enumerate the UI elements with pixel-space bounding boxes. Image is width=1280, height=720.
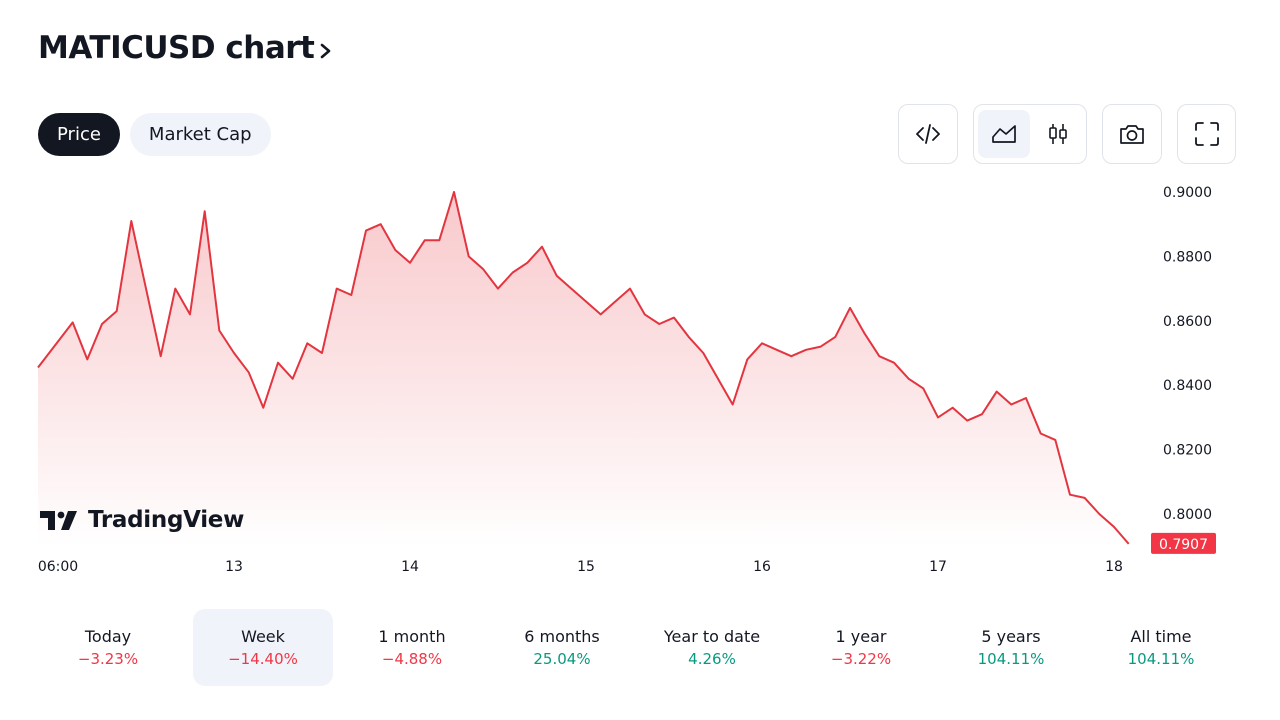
period-year-to-date[interactable]: Year to date 4.26%: [642, 609, 782, 686]
period-change: 104.11%: [1127, 650, 1195, 668]
x-tick-label: 15: [577, 559, 595, 575]
chart-type-tabs: Price Market Cap: [38, 113, 271, 156]
period-label: 1 year: [835, 627, 887, 646]
x-tick-label: 14: [401, 559, 419, 575]
chevron-right-icon: [321, 43, 331, 59]
period-1-month[interactable]: 1 month −4.88%: [342, 609, 482, 686]
price-chart[interactable]: 0.9000 0.8800 0.8600 0.8400 0.8200 0.8000 06:…: [0, 175, 1280, 585]
area-style-button[interactable]: [978, 110, 1030, 158]
snapshot-button[interactable]: [1102, 104, 1162, 164]
y-tick-label: 0.9000: [1163, 185, 1212, 201]
fullscreen-icon: [1194, 122, 1219, 146]
period-5-years[interactable]: 5 years 104.11%: [941, 609, 1081, 686]
tradingview-logo[interactable]: TradingView: [40, 507, 244, 533]
x-tick-label: 17: [929, 559, 947, 575]
candlestick-icon: [1049, 124, 1067, 144]
y-tick-label: 0.8000: [1163, 507, 1212, 523]
tab-price[interactable]: Price: [38, 113, 120, 156]
period-change: −3.22%: [830, 650, 892, 668]
period-1-year[interactable]: 1 year −3.22%: [791, 609, 931, 686]
chart-title-link[interactable]: MATICUSD chart: [38, 30, 334, 66]
period-change: 25.04%: [533, 650, 591, 668]
x-tick-label: 18: [1105, 559, 1123, 575]
embed-button[interactable]: [898, 104, 958, 164]
period-all-time[interactable]: All time 104.11%: [1091, 609, 1231, 686]
chart-style-switcher: [973, 104, 1087, 164]
period-6-months[interactable]: 6 months 25.04%: [492, 609, 632, 686]
y-tick-label: 0.8400: [1163, 378, 1212, 394]
period-change: −3.23%: [77, 650, 139, 668]
period-week[interactable]: Week −14.40%: [193, 609, 333, 686]
period-label: Week: [241, 627, 285, 646]
period-selector: Today −3.23% Week −14.40% 1 month −4.88%…: [38, 609, 1238, 686]
period-change: −4.88%: [381, 650, 443, 668]
y-tick-label: 0.8600: [1163, 314, 1212, 330]
price-area-fill: [38, 192, 1129, 547]
period-today[interactable]: Today −3.23%: [38, 609, 178, 686]
period-change: 4.26%: [688, 650, 736, 668]
period-change: 104.11%: [977, 650, 1045, 668]
camera-icon: [1120, 125, 1144, 144]
code-icon: [916, 124, 940, 144]
period-label: 1 month: [378, 627, 446, 646]
period-label: 6 months: [524, 627, 600, 646]
fullscreen-button[interactable]: [1177, 104, 1236, 164]
tab-market-cap[interactable]: Market Cap: [129, 113, 271, 156]
area-chart-icon: [992, 125, 1016, 143]
x-tick-label: 16: [753, 559, 771, 575]
price-chart-svg[interactable]: 0.9000 0.8800 0.8600 0.8400 0.8200 0.8000 06:…: [0, 175, 1280, 585]
tradingview-logo-icon: [40, 511, 77, 530]
tradingview-logo-text: TradingView: [88, 507, 245, 533]
x-tick-label: 06:00: [38, 559, 78, 575]
last-price-tag: [1151, 532, 1216, 554]
page-title: MATICUSD chart: [38, 30, 315, 66]
period-label: All time: [1130, 627, 1192, 646]
period-change: −14.40%: [228, 650, 298, 668]
last-price-label: 0.7907: [1159, 537, 1208, 553]
y-tick-label: 0.8200: [1163, 443, 1212, 459]
period-label: 5 years: [981, 627, 1041, 646]
price-series-line[interactable]: [37, 191, 1130, 545]
period-label: Year to date: [663, 627, 761, 646]
x-tick-label: 13: [225, 559, 243, 575]
candles-style-button[interactable]: [1032, 110, 1084, 158]
y-tick-label: 0.8800: [1163, 249, 1212, 265]
period-label: Today: [84, 627, 132, 646]
